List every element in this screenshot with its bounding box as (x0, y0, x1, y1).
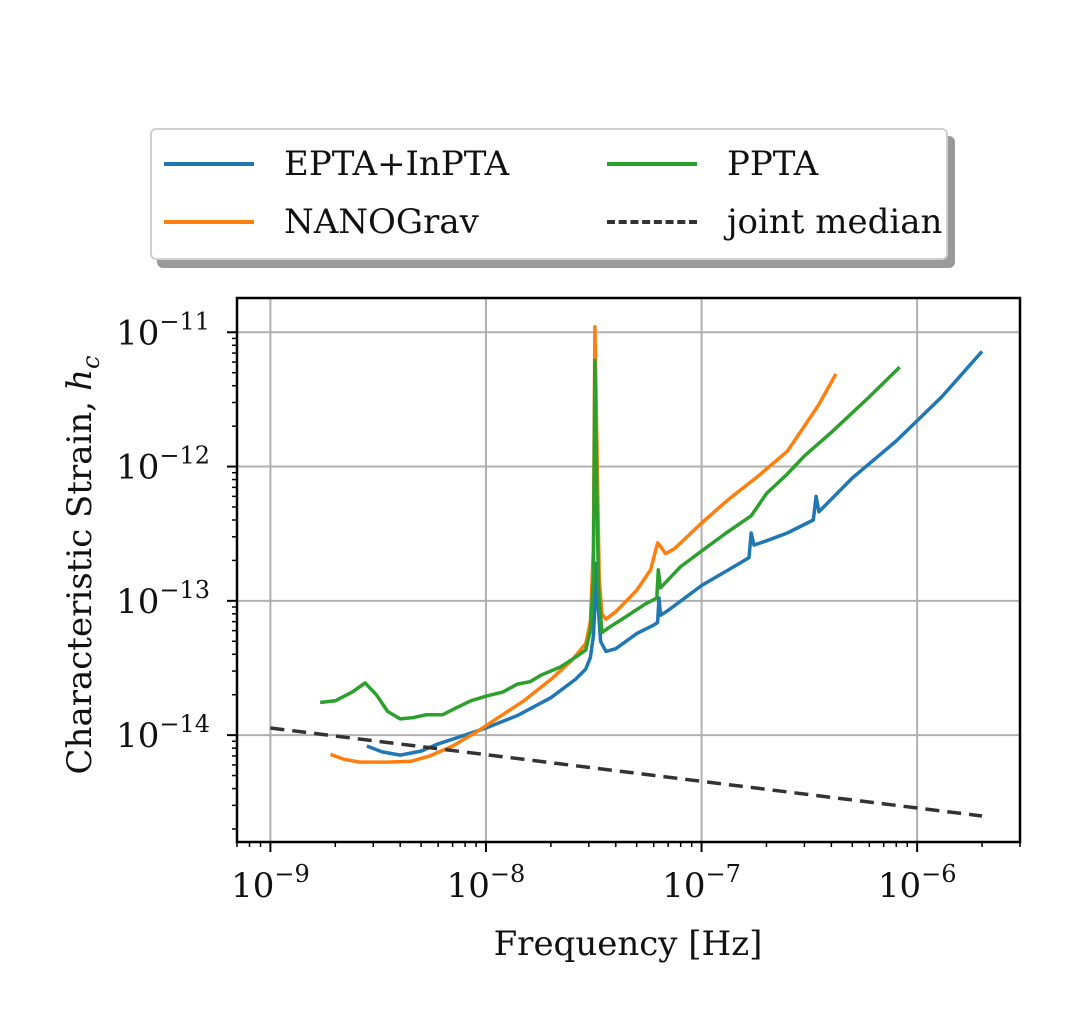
series-line-epta-inpta (366, 350, 984, 757)
x-tick-base: 10 (447, 866, 490, 906)
series-group (270, 324, 984, 818)
legend-label-nanograv: NANOGrav (284, 202, 479, 242)
y-axis-label-text: Characteristic Strain, (60, 401, 100, 775)
y-axis-label-symbol: h (60, 369, 100, 391)
x-tick-label: 10−8 (447, 860, 526, 906)
x-axis-label: Frequency [Hz] (494, 924, 763, 964)
x-tick-base: 10 (878, 866, 921, 906)
y-tick-exponent: −13 (159, 576, 210, 604)
x-tick-exponent: −6 (921, 860, 956, 888)
legend-label-joint-median: joint median (727, 202, 943, 242)
y-tick-base: 10 (116, 448, 159, 488)
ticks (227, 331, 1021, 852)
y-axis-label-subscript: c (77, 356, 105, 369)
x-tick-base: 10 (231, 866, 274, 906)
legend-entry-joint-median: joint median (607, 200, 942, 244)
y-axis-label: Characteristic Strain, hc (60, 356, 105, 775)
y-tick-base: 10 (116, 313, 159, 353)
legend-entry-epta: EPTA+InPTA (164, 142, 509, 186)
x-tick-exponent: −9 (274, 860, 309, 888)
y-tick-label: 10−14 (116, 710, 210, 756)
y-tick-label: 10−13 (116, 576, 210, 622)
y-tick-base: 10 (116, 582, 159, 622)
legend-swatch-joint-median (607, 220, 697, 224)
y-tick-exponent: −12 (159, 442, 210, 470)
plot-frame (235, 296, 1022, 844)
y-tick-label: 10−11 (116, 307, 210, 353)
x-tick-label: 10−9 (231, 860, 310, 906)
legend: EPTA+InPTA NANOGrav PPTA joint median (150, 128, 948, 260)
y-tick-base: 10 (116, 716, 159, 756)
x-tick-label: 10−6 (878, 860, 957, 906)
legend-swatch-epta (164, 162, 254, 166)
legend-entry-ppta: PPTA (607, 142, 818, 186)
y-tick-exponent: −14 (159, 710, 210, 738)
series-line-ppta (319, 358, 901, 721)
x-tick-base: 10 (662, 866, 705, 906)
series-line-joint-median (270, 726, 983, 818)
y-tick-exponent: −11 (159, 307, 210, 335)
x-tick-label: 10−7 (662, 860, 741, 906)
legend-entry-nanograv: NANOGrav (164, 200, 479, 244)
x-tick-exponent: −8 (490, 860, 525, 888)
legend-label-ppta: PPTA (727, 144, 819, 184)
y-tick-label: 10−12 (116, 442, 210, 488)
legend-swatch-nanograv (164, 220, 254, 224)
legend-swatch-ppta (607, 162, 697, 166)
x-tick-exponent: −7 (705, 860, 740, 888)
legend-label-epta: EPTA+InPTA (284, 144, 510, 184)
